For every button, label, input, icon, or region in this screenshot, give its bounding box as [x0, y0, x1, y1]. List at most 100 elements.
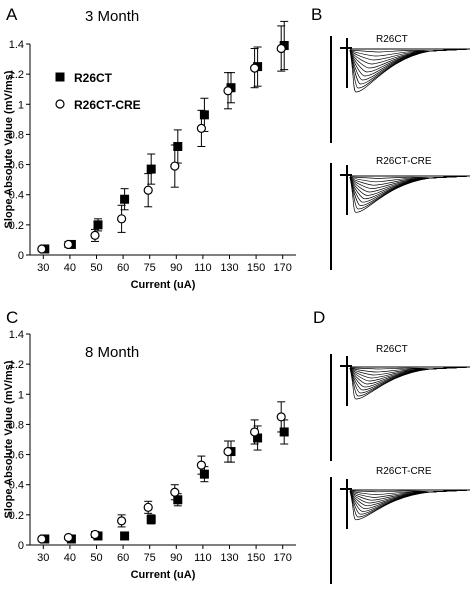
- chart-c-point-r26ct-cre: [276, 412, 286, 422]
- chart-a-point-r26ct-cre: [223, 86, 233, 96]
- chart-a-y-tick-label: 0.2: [9, 220, 24, 232]
- chart-c-y-tick-label: 1.2: [9, 359, 24, 371]
- trace-b-r26ct-cre-trace-line: [349, 175, 471, 183]
- chart-c-x-tick-label: 130: [220, 552, 238, 564]
- chart-c-point-r26ct: [120, 531, 130, 541]
- chart-c-x-tick-label: 150: [247, 552, 265, 564]
- trace-d-r26ct-trace-line: [349, 366, 471, 400]
- trace-b-r26ct-trace-line: [349, 48, 471, 65]
- chart-c-x-tick-label: 90: [170, 552, 182, 564]
- trace-d-r26ct-trace-line: [349, 366, 471, 370]
- chart-c: 0 0.2 0.4 0.6 0.8 1 1.2 1.4 30 40 50 60 75 90 110 130 15…: [3, 329, 296, 581]
- chart-a-title: 3 Month: [85, 8, 139, 25]
- chart-a-legend-marker-r26ct-cre: [55, 99, 65, 109]
- chart-c-x-tick-label: 30: [37, 552, 49, 564]
- chart-a-point-r26ct-cre: [196, 123, 206, 133]
- chart-a: 0 0.2 0.4 0.6 0.8 1 1.2 1.4 30 40 50 60 75 90 110 130 15…: [3, 20, 296, 291]
- chart-a-point-r26ct-cre: [170, 161, 180, 171]
- chart-c-y-tick-label: 0.4: [9, 480, 24, 492]
- chart-c-y-axis-label: Slope Absolute Value (mV/ms): [3, 360, 15, 518]
- chart-a-y-tick-label: 1.2: [9, 69, 24, 81]
- chart-a-y-axis-label: Slope Absolute Value (mV/ms): [3, 70, 15, 228]
- trace-b-r26ct-trace-line: [349, 48, 471, 69]
- chart-c-point-r26ct-cre: [37, 534, 47, 544]
- trace-d-r26ct-cre-trace-line: [349, 489, 471, 521]
- chart-a-x-tick-label: 50: [90, 262, 102, 274]
- chart-a-point-r26ct-cre: [250, 63, 260, 73]
- chart-a-point-r26ct-cre: [276, 43, 286, 54]
- trace-b-r26ct-cre-trace-line: [349, 175, 471, 196]
- trace-d-r26ct-trace-line: [349, 366, 471, 376]
- trace-label-d-r26ct: R26CT: [376, 344, 408, 355]
- trace-b-r26ct-cre-trace-line: [349, 175, 471, 213]
- chart-a-y-tick-label: 0: [18, 250, 24, 262]
- chart-c-point-r26ct-cre: [143, 502, 153, 512]
- panel-letter-c: C: [6, 308, 18, 327]
- chart-a-point-r26ct-cre: [116, 214, 127, 224]
- chart-c-y-tick-label: 0.8: [9, 419, 24, 431]
- chart-a-x-tick-label: 75: [144, 262, 156, 274]
- panel-letter-b: B: [311, 5, 322, 24]
- trace-d-r26ct-cre-trace-line: [349, 489, 471, 507]
- trace-b-r26ct-cre-trace-line: [349, 175, 471, 179]
- trace-b-r26ct-trace-line: [349, 48, 471, 53]
- chart-a-y-tick-label: 1: [18, 99, 24, 111]
- trace-b-r26ct-trace-line: [349, 48, 471, 93]
- chart-c-point-r26ct-cre: [116, 516, 127, 526]
- trace-b-r26ct-cre-trace-line: [349, 175, 471, 186]
- chart-a-legend-label-r26ct-cre: R26CT-CRE: [74, 98, 141, 112]
- trace-d-r26ct-cre-trace-line: [349, 489, 471, 504]
- chart-c-point-r26ct-cre: [223, 446, 233, 457]
- chart-a-point-r26ct-cre: [143, 185, 153, 195]
- chart-a-x-tick-label: 90: [170, 262, 182, 274]
- chart-a-x-tick-label: 40: [64, 262, 76, 274]
- chart-a-x-tick-label: 150: [247, 262, 265, 274]
- chart-a-legend-marker-r26ct: [55, 72, 65, 82]
- chart-c-point-r26ct: [253, 433, 263, 443]
- trace-d-r26ct-cre: [330, 477, 471, 584]
- chart-a-x-axis-label: Current (uA): [131, 279, 196, 291]
- chart-c-x-axis-label: Current (uA): [131, 569, 196, 581]
- chart-c-point-r26ct-cre: [170, 487, 180, 497]
- trace-d-r26ct-trace-line: [349, 366, 471, 379]
- chart-c-point-r26ct: [279, 427, 289, 437]
- trace-label-b-r26ct-cre: R26CT-CRE: [376, 156, 432, 167]
- chart-c-x-tick-label: 60: [117, 552, 129, 564]
- trace-b-r26ct-cre: [330, 163, 471, 270]
- chart-a-point-r26ct-cre: [90, 230, 100, 241]
- chart-c-point-r26ct-cre: [63, 532, 74, 543]
- chart-c-y-tick-label: 1: [18, 389, 24, 401]
- trace-d-r26ct-trace-line: [349, 366, 471, 373]
- chart-c-point-r26ct-cre: [196, 460, 206, 470]
- chart-c-x-tick-label: 50: [90, 552, 102, 564]
- chart-c-y-tick-label: 0.2: [9, 510, 24, 522]
- trace-d-r26ct: [330, 354, 471, 461]
- trace-d-r26ct-cre-trace-line: [349, 489, 471, 501]
- trace-label-b-r26ct: R26CT: [376, 34, 408, 45]
- chart-a-x-tick-label: 110: [194, 262, 212, 274]
- chart-a-point-r26ct: [120, 194, 130, 204]
- chart-a-x-tick-label: 30: [37, 262, 49, 274]
- chart-a-y-tick-label: 0.8: [9, 129, 24, 141]
- trace-b-r26ct-trace-line: [349, 48, 471, 73]
- chart-a-point-r26ct-cre: [63, 239, 74, 250]
- chart-a-point-r26ct: [199, 110, 209, 120]
- panel-letter-d: D: [313, 308, 325, 327]
- chart-c-title: 8 Month: [85, 344, 139, 361]
- trace-b-r26ct-trace-line: [349, 48, 471, 57]
- chart-c-x-tick-label: 170: [274, 552, 292, 564]
- chart-c-x-tick-label: 110: [194, 552, 212, 564]
- chart-c-point-r26ct-cre: [250, 427, 260, 437]
- chart-a-y-tick-label: 0.6: [9, 160, 24, 172]
- chart-a-x-tick-label: 170: [274, 262, 292, 274]
- trace-d-r26ct-trace-line: [349, 366, 471, 385]
- chart-c-y-tick-label: 0.6: [9, 450, 24, 462]
- chart-c-y-tick-label: 1.4: [9, 329, 24, 341]
- chart-a-point-r26ct: [173, 141, 183, 151]
- chart-a-x-tick-label: 60: [117, 262, 129, 274]
- chart-a-point-r26ct: [93, 220, 103, 230]
- chart-c-point-r26ct: [146, 514, 156, 524]
- trace-label-d-r26ct-cre: R26CT-CRE: [376, 466, 432, 477]
- trace-b-r26ct-cre-trace-line: [349, 175, 471, 189]
